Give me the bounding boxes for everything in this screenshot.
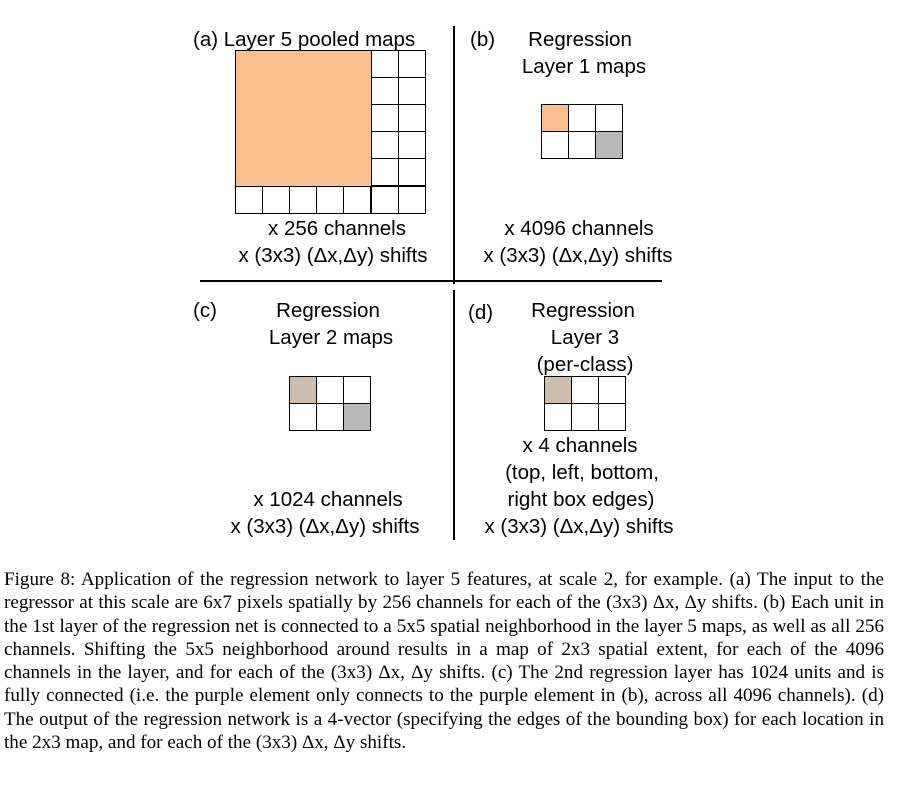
panel-d-title-line1: Regression (531, 299, 635, 322)
grid-cell (568, 104, 596, 132)
grid-cell (371, 131, 399, 159)
grid-cell (371, 158, 399, 186)
grid-cell (598, 403, 626, 431)
horizontal-divider (200, 280, 662, 282)
grid-cell (568, 131, 596, 159)
grid-cell (371, 50, 399, 78)
grid-cell (371, 186, 399, 214)
panel-d-shifts: x (3x3) (Δx,Δy) shifts (484, 515, 674, 538)
vertical-divider-top (453, 26, 455, 284)
grid-cell (289, 186, 317, 214)
grid-cell (398, 50, 426, 78)
panel-c-channels: x 1024 channels (253, 488, 403, 511)
grid-cell (571, 403, 599, 431)
panel-d-channels: x 4 channels (522, 434, 638, 457)
grid-cell (289, 403, 317, 431)
regression-layer1-grid (541, 104, 623, 159)
grid-cell-gray (343, 403, 371, 431)
grid-cell-orange (541, 104, 569, 132)
panel-d-desc-line2: right box edges) (507, 488, 655, 511)
grid-cell (343, 186, 371, 214)
grid-cell (541, 131, 569, 159)
grid-cell-gray (595, 131, 623, 159)
panel-d-title-line2: Layer 3 (550, 326, 620, 349)
grid-cell (235, 186, 263, 214)
panel-d-letter: (d) (468, 301, 494, 324)
panel-b-shifts: x (3x3) (Δx,Δy) shifts (483, 244, 673, 267)
panel-a-shifts: x (3x3) (Δx,Δy) shifts (238, 244, 428, 267)
grid-cell (371, 77, 399, 105)
figure-caption: Figure 8: Application of the regression … (4, 568, 884, 754)
grid-cell (398, 186, 426, 214)
grid-cell (398, 131, 426, 159)
panel-b-title-line1: Regression (528, 28, 632, 51)
panel-d-desc-line1: (top, left, bottom, (505, 461, 659, 484)
panel-a-title: (a) Layer 5 pooled maps (193, 28, 416, 51)
grid-cell (398, 158, 426, 186)
grid-cell (343, 376, 371, 404)
panel-c-title-line1: Regression (276, 299, 380, 322)
grid-cell (316, 186, 344, 214)
grid-cell-taupe (544, 376, 572, 404)
grid-cell (316, 376, 344, 404)
regression-layer3-grid (544, 376, 626, 431)
panel-b-letter: (b) (470, 28, 496, 51)
panel-b-channels: x 4096 channels (504, 217, 654, 240)
panel-c-shifts: x (3x3) (Δx,Δy) shifts (230, 515, 420, 538)
pooled-orange-block (235, 50, 372, 187)
grid-cell (595, 104, 623, 132)
grid-cell (571, 376, 599, 404)
layer5-pooled-grid (235, 50, 426, 214)
panel-c-letter: (c) (193, 299, 217, 322)
grid-cell (371, 104, 399, 132)
regression-layer2-grid (289, 376, 371, 431)
grid-cell-taupe (289, 376, 317, 404)
panel-c-title-line2: Layer 2 maps (268, 326, 394, 349)
panel-a-channels: x 256 channels (268, 217, 406, 240)
panel-d-title-line3: (per-class) (536, 353, 634, 376)
grid-cell (398, 77, 426, 105)
caption-text: Figure 8: Application of the regression … (4, 569, 884, 754)
grid-cell (544, 403, 572, 431)
grid-cell (262, 186, 290, 214)
figure-diagram: (a) Layer 5 pooled maps x 256 channels x… (193, 26, 674, 540)
grid-cell (598, 376, 626, 404)
grid-cell (398, 104, 426, 132)
grid-cell (316, 403, 344, 431)
panel-b-title-line2: Layer 1 maps (521, 55, 647, 78)
vertical-divider-bottom (453, 290, 455, 540)
